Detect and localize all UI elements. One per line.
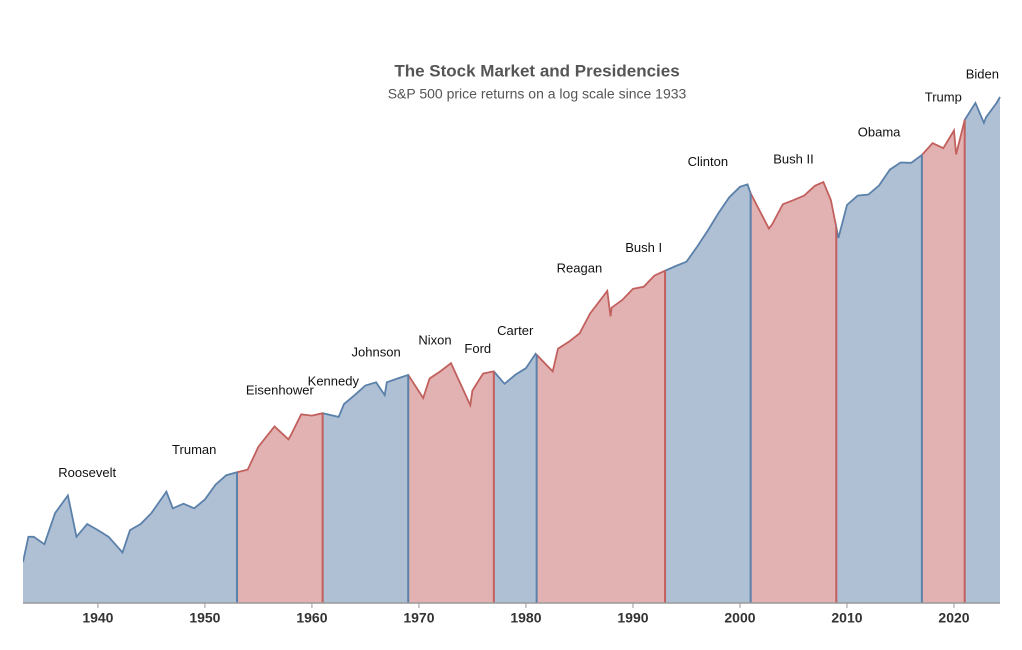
president-label: Ford	[464, 341, 491, 356]
area	[461, 371, 495, 603]
area	[964, 97, 1000, 603]
area	[536, 290, 623, 603]
presidency	[344, 373, 409, 603]
presidency	[964, 96, 1001, 603]
presidency	[408, 361, 463, 603]
presidency	[665, 183, 752, 603]
presidency	[921, 117, 966, 603]
presidency	[622, 269, 666, 603]
president-label: Trump	[925, 89, 962, 104]
x-tick-label: 2010	[831, 610, 862, 626]
president-label: Truman	[172, 442, 216, 457]
president-label: Clinton	[688, 154, 728, 169]
x-tick-label: 1950	[189, 610, 220, 626]
president-label: Roosevelt	[58, 465, 116, 480]
president-label: Bush II	[773, 152, 813, 167]
area	[665, 184, 752, 603]
line	[151, 471, 238, 515]
presidency	[536, 288, 623, 603]
area	[921, 119, 966, 603]
x-tick-label: 2020	[938, 610, 969, 626]
x-tick-label: 1970	[403, 610, 434, 626]
chart-subtitle: S&P 500 price returns on a log scale sin…	[388, 86, 687, 102]
president-label: Obama	[858, 124, 901, 139]
area	[408, 363, 463, 603]
x-tick-label: 1960	[296, 610, 327, 626]
president-label: Kennedy	[308, 374, 360, 389]
presidency	[322, 402, 345, 603]
president-label: Biden	[966, 66, 999, 81]
presidency	[23, 493, 152, 603]
area	[622, 270, 666, 603]
president-label: Eisenhower	[246, 383, 315, 398]
x-tick-label: 2000	[724, 610, 755, 626]
president-label: Bush I	[625, 240, 662, 255]
president-label: Reagan	[557, 260, 603, 275]
area	[750, 182, 837, 603]
presidency	[151, 471, 238, 603]
x-tick-label: 1940	[82, 610, 113, 626]
president-label: Carter	[497, 323, 534, 338]
area	[344, 374, 409, 603]
area	[493, 353, 538, 603]
area	[322, 403, 345, 603]
presidency	[461, 370, 495, 603]
presidency	[237, 412, 324, 603]
line	[493, 352, 538, 386]
line	[836, 153, 923, 239]
presidency	[493, 352, 538, 603]
president-label: Johnson	[352, 344, 401, 359]
president-label: Nixon	[418, 333, 451, 348]
chart-title: The Stock Market and Presidencies	[394, 61, 679, 80]
area	[151, 472, 238, 603]
presidency	[750, 180, 837, 603]
area	[237, 413, 324, 603]
x-tick-label: 1990	[617, 610, 648, 626]
x-tick-label: 1980	[510, 610, 541, 626]
presidency	[836, 153, 923, 603]
area	[836, 154, 923, 603]
area	[23, 495, 152, 603]
